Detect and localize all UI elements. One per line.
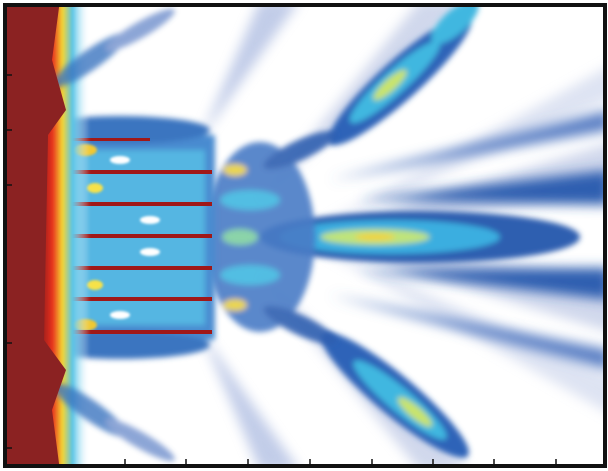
scatter	[105, 418, 175, 462]
lobe-mid	[431, 5, 479, 44]
hotspot	[87, 183, 103, 193]
source-scatter	[52, 8, 175, 462]
scatter	[105, 8, 175, 52]
fringe	[222, 229, 258, 245]
hotspot	[140, 216, 160, 224]
fringe	[223, 164, 247, 176]
field	[5, 5, 605, 466]
near-field	[205, 130, 337, 345]
waveguide	[40, 266, 212, 270]
lobe-core	[373, 69, 407, 101]
fringe	[220, 190, 280, 210]
fan-wedge	[200, 330, 297, 466]
beam-core	[355, 233, 395, 241]
frame-border	[3, 3, 607, 468]
waveguide	[40, 330, 212, 334]
rays	[330, 111, 605, 369]
lobe-core	[397, 397, 433, 427]
waveguide	[40, 170, 212, 174]
fringe	[263, 130, 337, 170]
hotspot	[87, 280, 103, 290]
ray	[330, 295, 605, 369]
ray	[360, 170, 605, 205]
waveguide	[40, 202, 212, 206]
hotspot	[110, 311, 130, 319]
lower-lobe	[321, 332, 469, 458]
fan-wedge	[200, 5, 297, 140]
hotspot	[110, 156, 130, 164]
frame	[3, 3, 607, 468]
fringe	[220, 265, 280, 285]
waveguide	[40, 138, 150, 141]
waveguides	[40, 138, 212, 334]
fringe	[263, 305, 337, 345]
waveguide	[40, 297, 212, 301]
fringe	[205, 142, 315, 332]
hotspot	[140, 248, 160, 256]
fringe	[223, 299, 247, 311]
waveguide	[40, 234, 212, 238]
source	[5, 5, 66, 466]
ray	[330, 111, 605, 180]
ray	[360, 268, 605, 300]
central-beam	[260, 211, 580, 263]
upper-lobe	[328, 5, 479, 146]
